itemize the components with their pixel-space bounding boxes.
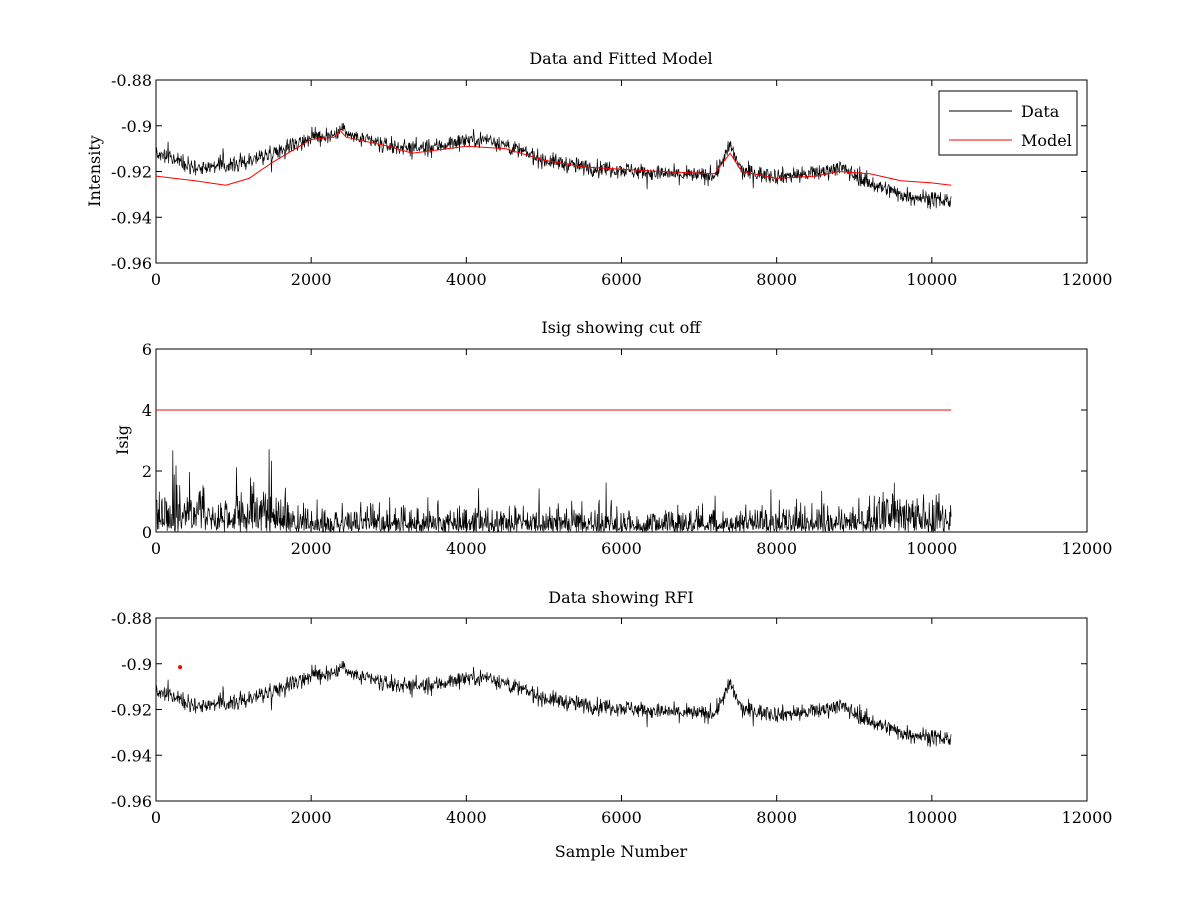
series-data xyxy=(156,123,952,210)
plot-area xyxy=(156,661,952,748)
x-tick-label: 10000 xyxy=(906,270,957,289)
x-tick-label: 10000 xyxy=(906,539,957,558)
x-tick-label: 4000 xyxy=(446,539,487,558)
chart-title: Data and Fitted Model xyxy=(529,49,712,68)
chart-title: Isig showing cut off xyxy=(541,318,702,337)
y-tick-label: -0.96 xyxy=(111,254,152,273)
y-tick-label: -0.92 xyxy=(111,163,152,182)
x-tick-label: 10000 xyxy=(906,808,957,827)
y-tick-label: 2 xyxy=(142,462,152,481)
x-tick-label: 8000 xyxy=(756,539,797,558)
x-tick-label: 12000 xyxy=(1062,808,1113,827)
y-axis-label: Intensity xyxy=(85,135,104,207)
x-tick-label: 0 xyxy=(151,539,161,558)
axes-frame xyxy=(155,348,1088,533)
x-tick-label: 2000 xyxy=(291,539,332,558)
x-tick-label: 0 xyxy=(151,270,161,289)
x-tick-label: 2000 xyxy=(291,808,332,827)
series-rfi-point xyxy=(178,665,183,670)
chart-isig-showing-cut-off: Isig showing cut off Isig 0 2000 4000 6000 8… xyxy=(113,318,1112,558)
x-tick-label: 2000 xyxy=(291,270,332,289)
chart-data-and-fitted-model: Data and Fitted Model Intensity 0 2000 400… xyxy=(85,49,1112,289)
x-tick-label: 6000 xyxy=(601,270,642,289)
series-model xyxy=(156,129,952,186)
y-tick-label: -0.96 xyxy=(111,792,152,811)
x-tick-label: 0 xyxy=(151,808,161,827)
y-tick-label: 0 xyxy=(142,523,152,542)
legend-label-model: Model xyxy=(1021,131,1072,150)
y-tick-label: -0.94 xyxy=(111,746,152,765)
legend-box xyxy=(938,90,1078,156)
x-axis-label: Sample Number xyxy=(555,842,688,861)
x-tick-label: 6000 xyxy=(601,808,642,827)
y-tick-label: 4 xyxy=(142,401,152,420)
x-tick-label: 12000 xyxy=(1062,270,1113,289)
chart-title: Data showing RFI xyxy=(548,588,693,607)
x-tick-label: 6000 xyxy=(601,539,642,558)
series-data xyxy=(156,661,952,748)
series-isig xyxy=(156,449,952,532)
y-tick-label: -0.88 xyxy=(111,609,152,628)
plot-area xyxy=(156,123,952,210)
x-tick-label: 8000 xyxy=(756,270,797,289)
x-tick-label: 4000 xyxy=(446,808,487,827)
x-tick-label: 12000 xyxy=(1062,539,1113,558)
y-tick-label: -0.9 xyxy=(121,117,152,136)
x-tick-label: 8000 xyxy=(756,808,797,827)
y-tick-label: -0.92 xyxy=(111,701,152,720)
y-tick-label: -0.94 xyxy=(111,208,152,227)
y-tick-label: 6 xyxy=(142,340,152,359)
chart-data-showing-rfi: Data showing RFI Sample Number 0 2000 4000… xyxy=(111,588,1112,861)
y-axis-label: Isig xyxy=(113,425,132,455)
legend-label-data: Data xyxy=(1021,102,1060,121)
y-tick-label: -0.9 xyxy=(121,655,152,674)
plot-area xyxy=(156,409,952,532)
y-tick-label: -0.88 xyxy=(111,71,152,90)
x-tick-label: 4000 xyxy=(446,270,487,289)
